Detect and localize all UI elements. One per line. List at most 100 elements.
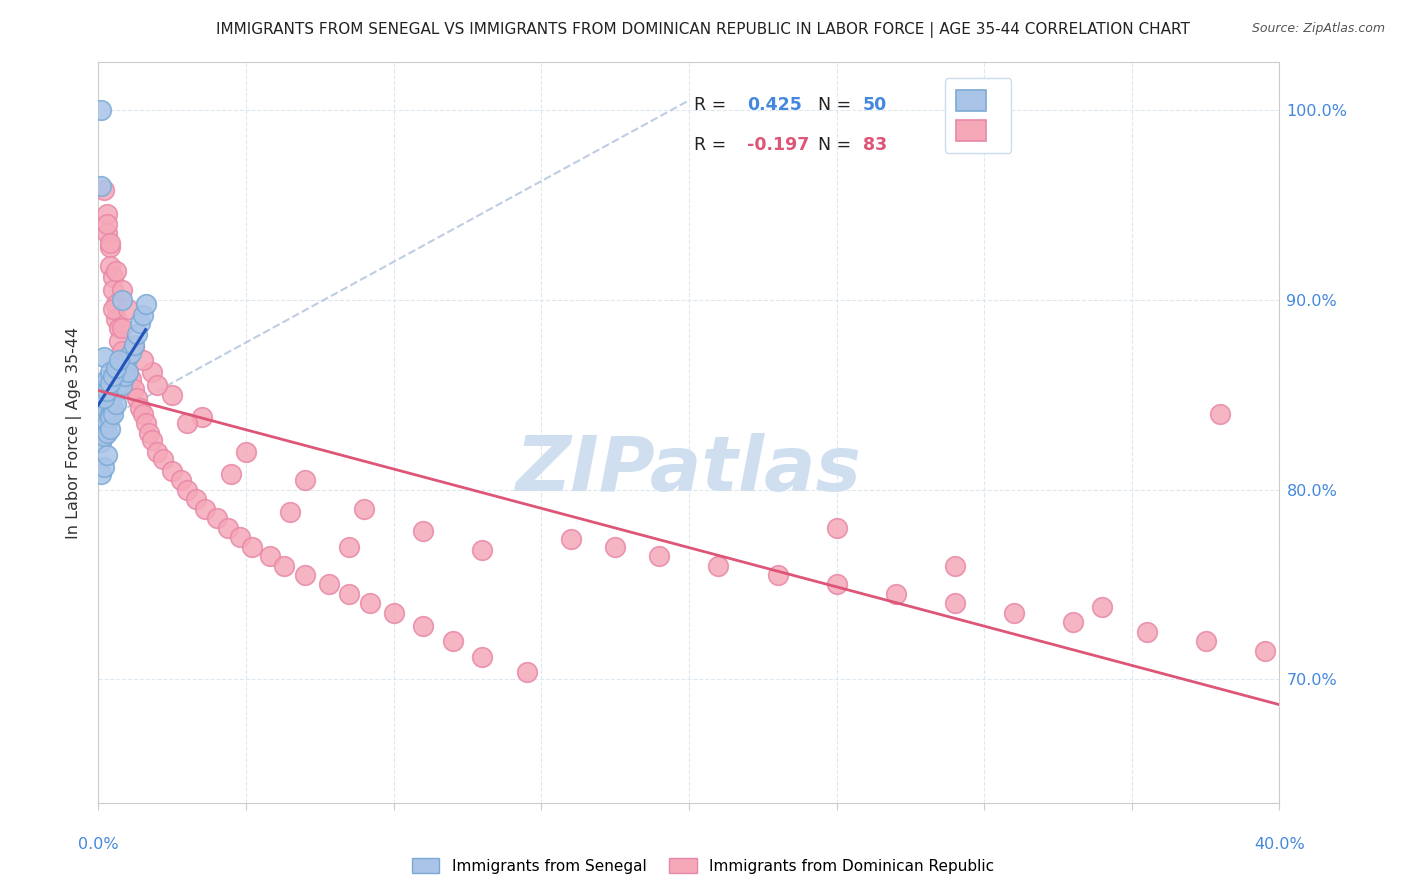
Point: [98, 407, 121, 421]
Point: [128, 316, 150, 330]
Point: [117, 302, 139, 317]
Point: [825, 520, 848, 534]
Point: [114, 353, 136, 368]
Point: [132, 353, 155, 368]
Point: [146, 444, 169, 458]
Point: [707, 558, 730, 573]
Point: [825, 577, 848, 591]
Point: [90, 425, 112, 440]
Point: [111, 343, 134, 358]
Point: [217, 520, 239, 534]
Point: [96, 416, 118, 430]
Point: [105, 311, 128, 326]
Point: [412, 524, 434, 539]
Point: [339, 540, 361, 554]
Point: [108, 334, 131, 349]
Point: [176, 483, 198, 497]
Point: [103, 368, 125, 383]
Text: R =: R =: [693, 96, 731, 114]
Text: 83: 83: [862, 136, 887, 154]
Point: [382, 606, 405, 620]
Point: [103, 283, 125, 297]
Point: [120, 346, 142, 360]
Point: [766, 568, 789, 582]
Point: [105, 397, 128, 411]
Point: [105, 264, 128, 278]
Point: [235, 444, 257, 458]
Point: [111, 321, 134, 335]
Point: [114, 368, 136, 383]
Point: [1136, 624, 1159, 639]
Point: [471, 543, 494, 558]
Point: [96, 449, 118, 463]
Point: [120, 372, 142, 386]
Point: [141, 365, 163, 379]
Point: [105, 382, 128, 396]
Point: [516, 665, 538, 679]
Point: [103, 401, 125, 415]
Point: [111, 293, 134, 307]
Point: [93, 422, 115, 436]
Point: [135, 296, 157, 310]
Point: [96, 227, 118, 241]
Point: [98, 422, 121, 436]
Point: [1091, 600, 1114, 615]
Point: [122, 340, 145, 354]
Point: [221, 467, 243, 482]
Point: [1002, 606, 1025, 620]
Point: [90, 387, 112, 401]
Point: [96, 372, 118, 386]
Point: [117, 365, 139, 379]
Point: [90, 467, 112, 482]
Point: [98, 259, 121, 273]
Point: [117, 365, 139, 379]
Point: [108, 321, 131, 335]
Point: [90, 103, 112, 117]
Point: [114, 359, 136, 374]
Point: [128, 401, 150, 415]
Point: [111, 365, 134, 379]
Text: 0.425: 0.425: [747, 96, 801, 114]
Point: [162, 464, 183, 478]
Point: [648, 549, 671, 563]
Point: [229, 530, 252, 544]
Point: [471, 649, 494, 664]
Text: 40.0%: 40.0%: [1254, 837, 1305, 852]
Point: [240, 540, 263, 554]
Point: [96, 384, 118, 398]
Point: [103, 407, 125, 421]
Text: N =: N =: [818, 96, 856, 114]
Text: 0.0%: 0.0%: [79, 837, 118, 852]
Point: [135, 416, 157, 430]
Text: Source: ZipAtlas.com: Source: ZipAtlas.com: [1251, 22, 1385, 36]
Point: [1195, 634, 1218, 648]
Point: [98, 382, 121, 396]
Point: [93, 350, 115, 364]
Point: [132, 407, 155, 421]
Point: [96, 217, 118, 231]
Point: [98, 235, 121, 250]
Point: [93, 429, 115, 443]
Point: [105, 361, 128, 376]
Point: [103, 387, 125, 401]
Legend: Immigrants from Senegal, Immigrants from Dominican Republic: Immigrants from Senegal, Immigrants from…: [406, 852, 1000, 880]
Point: [111, 283, 134, 297]
Point: [96, 402, 118, 417]
Point: [103, 269, 125, 284]
Point: [152, 452, 174, 467]
Point: [176, 416, 198, 430]
Point: [353, 501, 375, 516]
Point: [93, 459, 115, 474]
Text: IMMIGRANTS FROM SENEGAL VS IMMIGRANTS FROM DOMINICAN REPUBLIC IN LABOR FORCE | A: IMMIGRANTS FROM SENEGAL VS IMMIGRANTS FR…: [217, 22, 1189, 38]
Point: [117, 350, 139, 364]
Point: [146, 378, 169, 392]
Point: [96, 425, 118, 440]
Point: [294, 473, 316, 487]
Text: N =: N =: [818, 136, 856, 154]
Point: [318, 577, 340, 591]
Point: [162, 387, 183, 401]
Point: [90, 435, 112, 450]
Point: [93, 378, 115, 392]
Point: [93, 407, 115, 421]
Text: 50: 50: [862, 96, 887, 114]
